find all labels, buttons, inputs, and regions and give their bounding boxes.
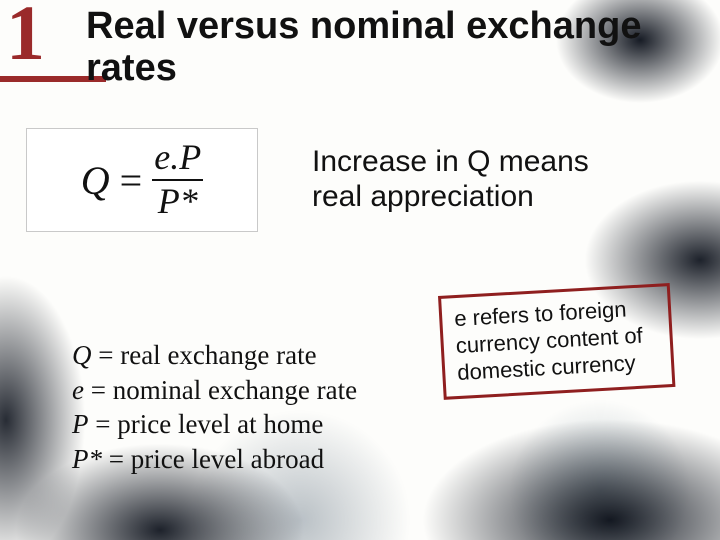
definition-p-var: P (72, 409, 89, 439)
callout-text: e refers to foreign currency content of … (454, 297, 644, 385)
note-text: Increase in Q means real appreciation (312, 144, 612, 215)
definition-q-text: = real exchange rate (92, 340, 317, 370)
definition-pstar-text: = price level abroad (102, 444, 324, 474)
callout-box: e refers to foreign currency content of … (438, 283, 675, 400)
definition-e-text: = nominal exchange rate (84, 375, 357, 405)
definition-pstar-var: P* (72, 444, 102, 474)
slide-number: 1 (6, 0, 45, 72)
definition-e-var: e (72, 375, 84, 405)
formula-lhs: Q (81, 157, 110, 204)
slide-title: Real versus nominal exchange rates (86, 6, 646, 90)
definitions-block: Q = real exchange rate e = nominal excha… (72, 338, 436, 476)
definition-e: e = nominal exchange rate (72, 373, 436, 408)
definition-p: P = price level at home (72, 407, 436, 442)
formula: Q = e.P P* (81, 139, 203, 221)
formula-numerator: e.P (152, 139, 203, 179)
formula-fraction: e.P P* (152, 139, 203, 221)
formula-equals: = (120, 157, 143, 204)
definition-p-text: = price level at home (89, 409, 324, 439)
definition-q-var: Q (72, 340, 92, 370)
definition-q: Q = real exchange rate (72, 338, 436, 373)
formula-denominator: P* (156, 181, 200, 221)
definition-pstar: P* = price level abroad (72, 442, 436, 477)
formula-box: Q = e.P P* (26, 128, 258, 232)
